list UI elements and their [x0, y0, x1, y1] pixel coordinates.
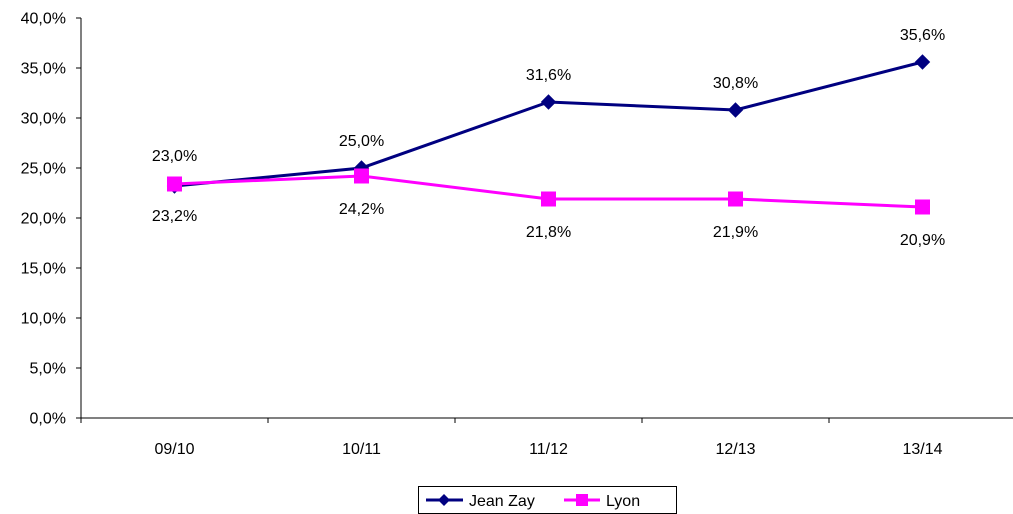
data-point-diamond — [540, 94, 557, 110]
data-label-lyon: 21,9% — [713, 224, 758, 241]
data-point-square — [167, 176, 182, 192]
data-point-square — [915, 199, 930, 215]
data-label-jean-zay: 30,8% — [713, 75, 758, 92]
data-label-lyon: 23,0% — [152, 148, 197, 165]
legend-label-lyon: Lyon — [606, 493, 640, 510]
data-label-jean-zay: 31,6% — [526, 67, 571, 84]
data-point-square — [541, 191, 556, 207]
axes: 0,0% 5,0% 10,0% 15,0% 20,0% 25,0% 30,0% 35,0% 40… — [21, 11, 1013, 458]
y-tick-label: 35,0% — [21, 61, 66, 78]
y-tick-label: 15,0% — [21, 261, 66, 278]
legend-square-icon — [576, 494, 588, 506]
x-tick-label: 13/14 — [902, 441, 942, 458]
data-point-square — [354, 168, 369, 184]
series-markers — [166, 54, 931, 215]
legend: Jean Zay Lyon — [418, 486, 677, 514]
y-tick-label: 0,0% — [30, 411, 66, 428]
x-tick-label: 12/13 — [715, 441, 755, 458]
data-label-jean-zay: 23,2% — [152, 208, 197, 225]
x-tick-label: 10/11 — [342, 441, 381, 458]
x-tick-label: 11/12 — [529, 441, 568, 458]
data-point-diamond — [914, 54, 931, 70]
data-point-diamond — [727, 102, 744, 118]
data-label-lyon: 21,8% — [526, 224, 571, 241]
data-label-jean-zay: 35,6% — [900, 27, 945, 44]
legend-diamond-icon — [438, 494, 450, 506]
y-tick-label: 40,0% — [21, 11, 66, 28]
data-point-square — [728, 191, 743, 207]
data-label-jean-zay: 25,0% — [339, 133, 384, 150]
data-label-lyon: 20,9% — [900, 232, 945, 249]
y-tick-label: 10,0% — [21, 311, 66, 328]
y-tick-label: 25,0% — [21, 161, 66, 178]
data-label-lyon: 24,2% — [339, 201, 384, 218]
data-labels: 23,2% 25,0% 31,6% 30,8% 35,6% 23,0% 24,2% 21,8%… — [152, 27, 945, 249]
y-tick-label: 5,0% — [30, 361, 66, 378]
y-tick-label: 30,0% — [21, 111, 66, 128]
x-tick-label: 09/10 — [154, 441, 194, 458]
legend-label-jean-zay: Jean Zay — [469, 493, 535, 510]
y-tick-label: 20,0% — [21, 211, 66, 228]
